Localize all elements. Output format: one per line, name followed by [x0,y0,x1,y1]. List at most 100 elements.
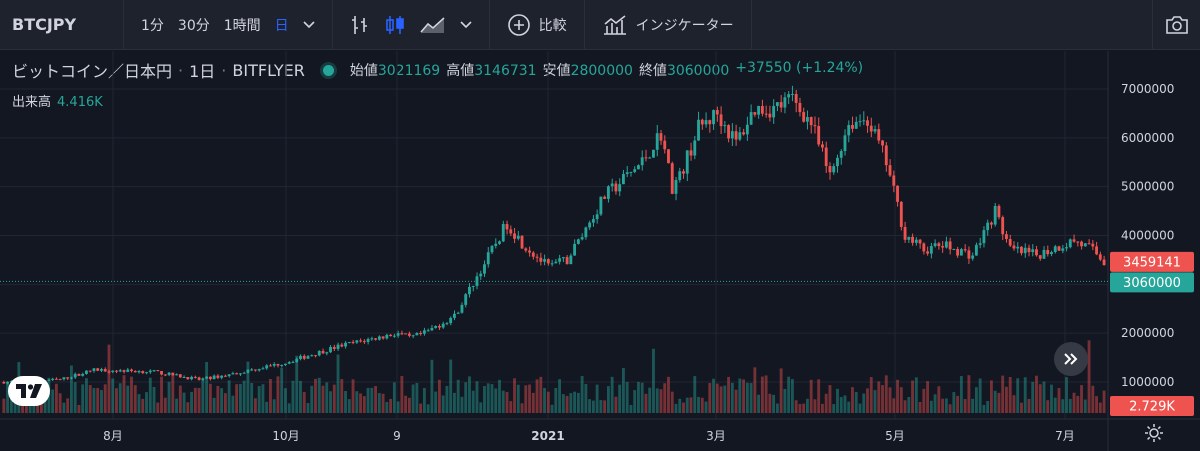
volume-bar [858,403,862,413]
candle-body [644,157,648,159]
candle-body [407,333,411,336]
candle-body [689,150,693,156]
candle-body [682,171,685,174]
volume-bar [96,388,100,413]
x-tick-label: 8月 [103,429,123,443]
candle-body [490,245,494,253]
candle-body [468,286,471,295]
candle-body [971,255,975,259]
volume-bar [554,387,558,413]
volume-bar [449,359,453,413]
volume-bar [351,379,355,413]
volume-bar [824,393,828,413]
candle-body [674,180,678,194]
volume-bar [614,396,618,413]
candle-body [738,132,742,140]
chart-settings-button[interactable] [1144,423,1164,447]
compare-button[interactable]: 比較 [507,13,567,37]
volume-bar [407,397,411,413]
volume-bar [242,380,246,413]
scroll-to-realtime-button[interactable] [1054,342,1088,376]
candle-body [389,334,393,337]
interval-1h-button[interactable]: 1時間 [223,17,261,34]
volume-bar [974,387,978,413]
screenshot-button[interactable] [1152,0,1200,50]
candle-body [272,364,276,366]
interval-dropdown-button[interactable] [303,20,315,29]
volume-bar [832,404,836,413]
price-chart[interactable]: 7000000600000050000004000000300000020000… [0,51,1200,451]
interval-group: 1分 30分 1時間 日 [124,0,333,50]
tradingview-logo[interactable] [8,376,50,406]
candle-body [749,112,753,125]
volume-bar [561,394,565,413]
volume-bar [971,398,975,413]
volume-bar [922,388,926,413]
candle-body [111,370,115,372]
candle-body [291,361,295,363]
volume-bar [520,403,524,413]
candle-body [760,106,764,114]
interval-1m-button[interactable]: 1分 [141,17,164,34]
bar-style-button[interactable] [350,14,370,36]
candle-body [332,347,336,349]
candle-body [445,323,449,325]
symbol-search-button[interactable]: BTCJPY [0,0,124,50]
candle-body [956,248,960,256]
volume-bar [54,383,58,413]
compare-label: 比較 [538,17,567,34]
market-status-dot[interactable] [322,64,334,76]
candle-body [941,246,945,248]
area-style-icon [420,16,445,33]
volume-bar [122,375,126,413]
volume-bar [370,387,374,413]
candle-style-button[interactable] [384,14,406,36]
candle-body [963,249,967,251]
candle-body [156,370,160,372]
volume-bar [621,368,625,413]
volume-bar [948,404,952,413]
candle-body [486,252,490,265]
style-dropdown-button[interactable] [460,20,472,29]
candle-body [163,374,167,376]
current-price-label: 3459141 [1123,255,1181,270]
volume-bar [978,378,982,413]
volume-bar [670,391,674,413]
candle-body [798,102,802,113]
candle-body [614,183,618,192]
interval-30m-button[interactable]: 30分 [177,17,210,34]
volume-bar [160,376,163,413]
candle-body [475,276,479,286]
candle-body [351,342,355,344]
candle-body [284,363,287,365]
volume-bar [719,386,723,413]
volume-bar [310,385,314,413]
volume-bar [516,384,520,413]
volume-bars [2,340,1106,413]
candle-body [434,325,438,328]
candle-body [937,243,941,247]
volume-bar [205,361,209,413]
candle-body [565,257,569,265]
volume-bar [873,390,877,413]
candle-body [911,236,914,243]
volume-bar [1087,340,1091,413]
volume-bar [941,398,945,413]
candle-body [648,157,652,159]
candle-body [794,93,798,103]
candle-body [374,338,378,340]
volume-bar [633,390,637,413]
candle-body [569,255,573,265]
area-style-button[interactable] [420,16,446,34]
volume-bar [1102,390,1106,413]
volume-bar [220,388,224,413]
volume-bar [693,376,697,413]
volume-bar [591,400,595,413]
interval-1d-button[interactable]: 日 [274,17,289,34]
volume-bar [652,348,655,413]
volume-bar [708,383,712,413]
volume-bar [287,403,291,413]
indicators-button[interactable]: インジケーター [602,14,734,36]
candle-body [576,239,580,244]
volume-bar [629,404,633,413]
